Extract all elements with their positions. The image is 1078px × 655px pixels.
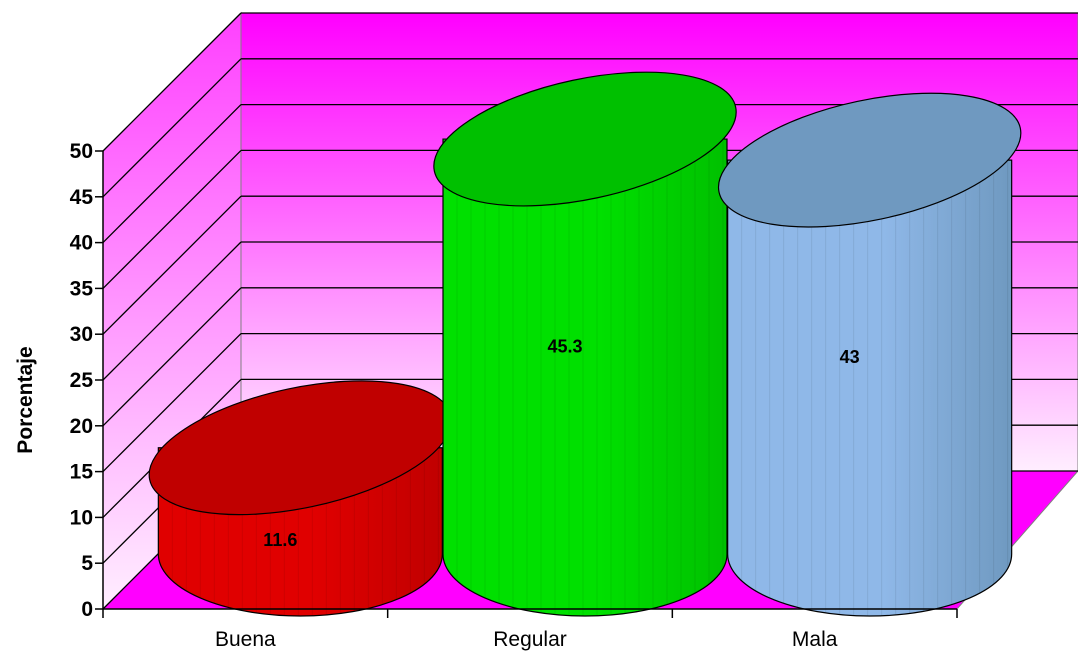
gridline-side <box>102 12 242 152</box>
data-label: 11.6 <box>263 530 297 550</box>
cylinder-body <box>442 138 728 617</box>
y-axis-title: Porcentaje <box>14 346 37 453</box>
cylinder-top <box>433 71 737 207</box>
y-tick-label: 30 <box>70 323 93 346</box>
gridline-side <box>102 287 242 427</box>
y-tick-label: 40 <box>70 232 93 255</box>
axes <box>95 150 958 618</box>
cylinder-top <box>717 92 1022 228</box>
cylinder-body <box>727 159 1013 617</box>
y-tick-label: 15 <box>70 461 94 484</box>
y-tick-label: 50 <box>70 140 93 163</box>
cylinder-bar-buena <box>148 380 453 617</box>
gridline-side <box>102 149 242 289</box>
gridline-side <box>102 333 242 473</box>
cylinder-bar-mala <box>717 92 1022 617</box>
labels: 11.6 45.3 43 0 5 10 15 20 25 30 35 40 45 50 Buena Regul… <box>14 140 860 651</box>
data-label: 43 <box>840 347 860 367</box>
gridline-side <box>102 241 242 381</box>
bars <box>148 71 1022 617</box>
x-tick-label: Buena <box>215 628 276 651</box>
data-label: 45.3 <box>547 337 582 357</box>
y-tick-label: 0 <box>81 598 93 621</box>
y-tick-label: 20 <box>70 415 93 438</box>
y-tick-label: 45 <box>70 186 94 209</box>
x-tick-label: Regular <box>493 628 567 651</box>
x-tick-label: Mala <box>792 628 838 651</box>
gridline-side <box>102 104 242 244</box>
y-tick-label: 35 <box>70 277 94 300</box>
cylinder-bar-regular <box>433 71 737 617</box>
gridline-side <box>102 58 242 198</box>
y-tick-label: 25 <box>70 369 94 392</box>
gridline-side <box>102 195 242 335</box>
y-tick-label: 10 <box>70 506 93 529</box>
y-tick-label: 5 <box>81 552 93 575</box>
